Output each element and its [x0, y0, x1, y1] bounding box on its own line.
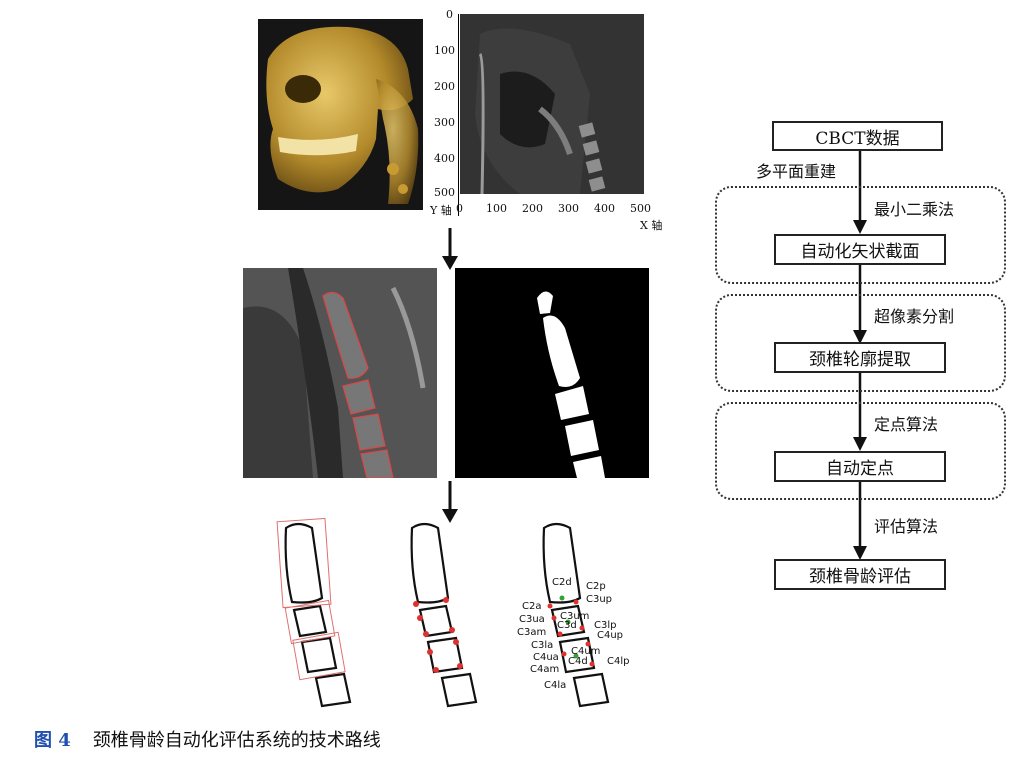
edge-label-least-squares: 最小二乘法: [874, 200, 955, 219]
landmark-c2p: C2p: [586, 581, 606, 592]
step-auto-sagittal: 自动化矢状截面: [774, 234, 946, 265]
x-tick-200: 200: [522, 202, 543, 215]
landmark-c3am: C3am: [517, 627, 547, 638]
y-tick-0: 0: [446, 8, 453, 21]
edge-label-superpixel: 超像素分割: [874, 307, 955, 326]
landmark-c4um: C4um: [571, 646, 601, 657]
x-axis-label: X 轴: [640, 219, 663, 232]
step-cbct-data: CBCT数据: [772, 121, 943, 151]
down-arrow-2: [442, 481, 458, 523]
y-tick-400: 400: [434, 152, 455, 165]
x-tick-0: 0: [456, 202, 463, 215]
y-axis-label: Y 轴: [430, 204, 452, 217]
vertebra-contour-overlay: [243, 268, 437, 478]
landmark-c3la: C3la: [531, 640, 554, 651]
binary-segmentation-mask: [455, 268, 649, 478]
stage-group-1: [715, 186, 1006, 284]
y-tick-300: 300: [434, 116, 455, 129]
y-tick-200: 200: [434, 80, 455, 93]
x-tick-400: 400: [594, 202, 615, 215]
step-contour-extract: 颈椎轮廓提取: [774, 342, 946, 373]
step-bone-age: 颈椎骨龄评估: [774, 559, 946, 590]
figure-caption-text: 颈椎骨龄自动化评估系统的技术路线: [92, 730, 381, 751]
landmark-c3um: C3um: [560, 611, 590, 622]
landmark-c4lp: C4lp: [607, 656, 630, 667]
figure-number: 图 4: [34, 730, 71, 751]
skull-3d-render: [258, 19, 423, 210]
contour-bounding-boxes: [276, 518, 352, 708]
x-tick-500: 500: [630, 202, 651, 215]
stage-group-2: [715, 294, 1006, 392]
figure-caption: 图 4 颈椎骨龄自动化评估系统的技术路线: [34, 726, 381, 752]
edge-label-landmark-algo: 定点算法: [874, 415, 939, 434]
stage-group-3: [715, 402, 1006, 500]
landmark-c2a: C2a: [522, 601, 542, 612]
step-auto-landmark: 自动定点: [774, 451, 946, 482]
x-tick-300: 300: [558, 202, 579, 215]
landmark-c3d: C3d: [557, 620, 577, 631]
x-tick-100: 100: [486, 202, 507, 215]
ct-y-axis: [458, 14, 459, 216]
edge-label-eval-algo: 评估算法: [874, 517, 939, 536]
landmark-c4up: C4up: [597, 630, 624, 641]
y-tick-500: 500: [434, 186, 455, 199]
landmark-c4ua: C4ua: [533, 652, 559, 663]
down-arrow-1: [442, 228, 458, 270]
y-tick-100: 100: [434, 44, 455, 57]
landmark-c4am: C4am: [530, 664, 560, 675]
landmark-c3ua: C3ua: [519, 614, 545, 625]
contour-landmarks: [542, 522, 610, 708]
edge-label-mpr: 多平面重建: [756, 162, 837, 181]
landmark-c4la: C4la: [544, 680, 567, 691]
contour-corner-points: [410, 522, 478, 708]
ct-sagittal-slice: [460, 14, 644, 194]
landmark-c3up: C3up: [586, 594, 613, 605]
landmark-c3lp: C3lp: [594, 620, 617, 631]
landmark-c2d: C2d: [552, 577, 572, 588]
landmark-c4d: C4d: [568, 656, 588, 667]
